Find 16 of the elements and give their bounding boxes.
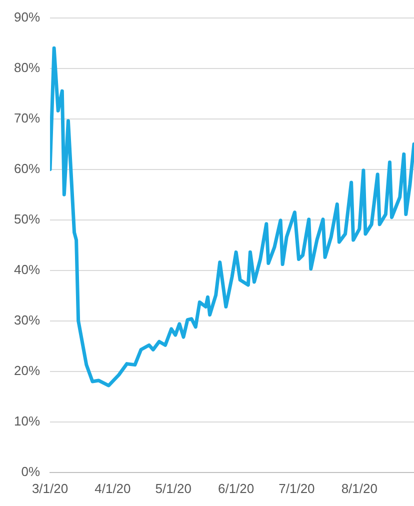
x-tick-label: 5/1/20 <box>155 480 192 496</box>
x-tick-label: 6/1/20 <box>218 480 254 496</box>
y-tick-label: 20% <box>14 362 40 378</box>
x-tick-label: 7/1/20 <box>278 480 315 496</box>
x-tick-label: 4/1/20 <box>94 480 131 496</box>
y-tick-label: 0% <box>21 464 40 479</box>
x-tick-label: 8/1/20 <box>341 480 378 496</box>
y-tick-label: 90% <box>14 9 40 24</box>
y-tick-label: 70% <box>14 110 40 126</box>
y-tick-label: 50% <box>14 211 40 226</box>
y-tick-label: 10% <box>14 413 40 428</box>
y-tick-label: 40% <box>14 262 40 277</box>
y-tick-label: 80% <box>14 60 40 75</box>
y-tick-label: 60% <box>14 160 40 176</box>
y-tick-label: 30% <box>14 312 40 328</box>
x-tick-label: 3/1/20 <box>32 480 68 496</box>
